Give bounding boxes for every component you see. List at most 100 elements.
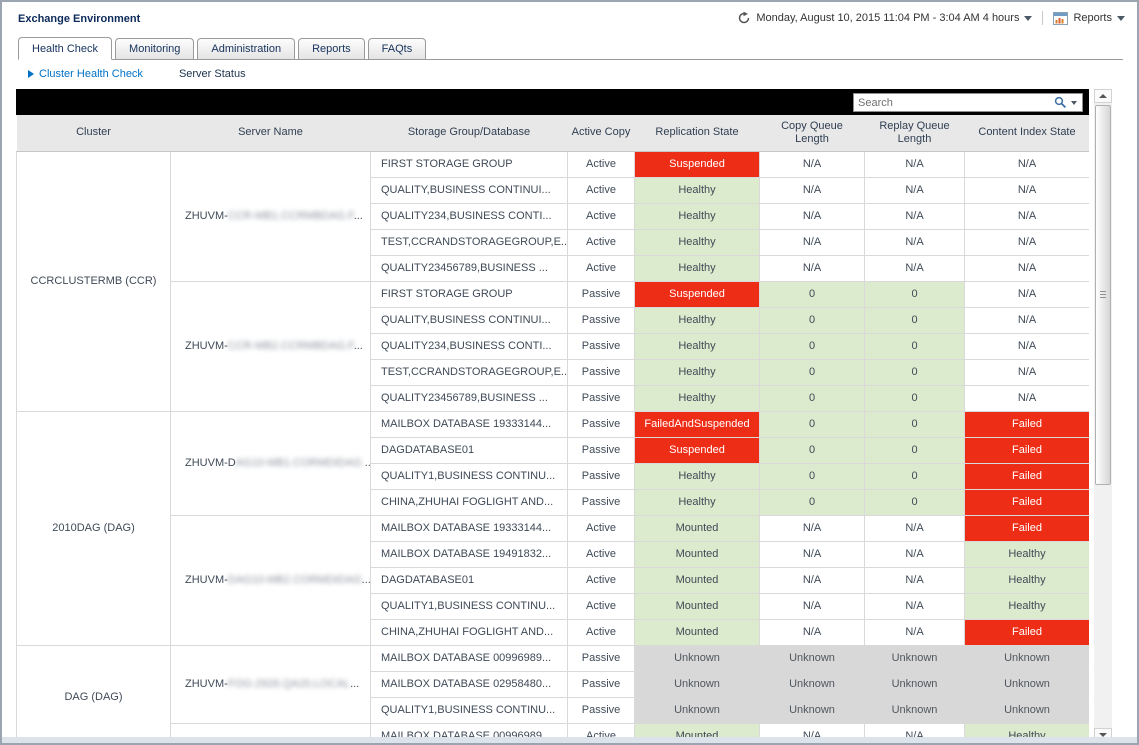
table-row: CHINA,ZHUHAI FOGLIGHT AND... Passive Healt… bbox=[17, 488, 1089, 516]
search-options-caret-icon[interactable] bbox=[1071, 100, 1077, 105]
subnav-server-status[interactable]: Server Status bbox=[179, 68, 246, 80]
active-copy-cell: Passive bbox=[567, 436, 635, 464]
replay-queue-cell: N/A bbox=[864, 618, 965, 646]
cluster-cell: 2010DAG (DAG) bbox=[16, 410, 171, 646]
copy-queue-cell: N/A bbox=[759, 592, 865, 620]
copy-queue-cell: 0 bbox=[759, 462, 865, 490]
replication-cell: Healthy bbox=[634, 228, 760, 256]
content-index-cell: N/A bbox=[964, 202, 1089, 230]
tab-health-check[interactable]: Health Check bbox=[18, 37, 113, 60]
replication-cell: Suspended bbox=[634, 280, 760, 308]
cluster-health-table: Cluster Server Name Storage Group/Databa… bbox=[16, 115, 1089, 739]
column-header-storage-group[interactable]: Storage Group/Database bbox=[370, 115, 568, 152]
table-row: QUALITY,BUSINESS CONTINUI... Passive Healt… bbox=[17, 306, 1089, 334]
db-cell: QUALITY1,BUSINESS CONTINU... bbox=[370, 696, 568, 724]
redacted-server-name: CCR-MB2.CCRMBDAG.F bbox=[227, 340, 354, 352]
replay-queue-cell: Unknown bbox=[864, 670, 965, 698]
tab-reports[interactable]: Reports bbox=[298, 38, 365, 59]
replay-queue-cell: 0 bbox=[864, 436, 965, 464]
content-index-cell: N/A bbox=[964, 280, 1089, 308]
replication-cell: Mounted bbox=[634, 514, 760, 542]
active-copy-cell: Passive bbox=[567, 696, 635, 724]
scroll-up-button[interactable] bbox=[1094, 89, 1112, 103]
vertical-scrollbar[interactable] bbox=[1094, 89, 1112, 742]
tab-monitoring[interactable]: Monitoring bbox=[115, 38, 195, 59]
header-row: Cluster Server Name Storage Group/Databa… bbox=[16, 115, 1089, 152]
column-header-server-name[interactable]: Server Name bbox=[170, 115, 371, 152]
replication-cell: Healthy bbox=[634, 488, 760, 516]
time-range-label: Monday, August 10, 2015 11:04 PM - 3:04 … bbox=[756, 12, 1020, 24]
replay-queue-cell: Unknown bbox=[864, 696, 965, 724]
column-header-replay-queue-length[interactable]: Replay Queue Length bbox=[864, 115, 965, 152]
replication-cell: Mounted bbox=[634, 592, 760, 620]
replication-cell: FailedAndSuspended bbox=[634, 410, 760, 438]
health-check-table: Cluster Server Name Storage Group/Databa… bbox=[16, 115, 1089, 739]
column-header-active-copy[interactable]: Active Copy bbox=[567, 115, 635, 152]
content-index-cell: N/A bbox=[964, 254, 1089, 282]
replication-cell: Unknown bbox=[634, 644, 760, 672]
content-index-cell: N/A bbox=[964, 332, 1089, 360]
subnav-cluster-health-check[interactable]: Cluster Health Check bbox=[28, 68, 143, 80]
replay-queue-cell: N/A bbox=[864, 514, 965, 542]
search-icon[interactable] bbox=[1054, 96, 1067, 109]
replay-queue-cell: N/A bbox=[864, 202, 965, 230]
content-index-cell: N/A bbox=[964, 176, 1089, 204]
active-copy-cell: Active bbox=[567, 514, 635, 542]
replication-cell: Healthy bbox=[634, 202, 760, 230]
copy-queue-cell: N/A bbox=[759, 228, 865, 256]
db-cell: MAILBOX DATABASE 19333144... bbox=[370, 514, 568, 542]
content-index-cell: N/A bbox=[964, 358, 1089, 386]
server-cell: ZHUVM-DAG10-MB2.CORMDIDAG... bbox=[170, 514, 371, 646]
replication-cell: Healthy bbox=[634, 254, 760, 282]
column-header-cluster[interactable]: Cluster bbox=[16, 115, 171, 152]
db-cell: CHINA,ZHUHAI FOGLIGHT AND... bbox=[370, 488, 568, 516]
replication-cell: Mounted bbox=[634, 618, 760, 646]
reports-menu-button[interactable]: Reports bbox=[1053, 11, 1125, 25]
server-cell: ZHUVM-FOG-2926.QA20.LOCAL... bbox=[170, 644, 371, 724]
time-range-caret-icon[interactable] bbox=[1024, 15, 1033, 21]
replication-cell: Mounted bbox=[634, 722, 760, 739]
content-index-cell: N/A bbox=[964, 150, 1089, 178]
tab-administration[interactable]: Administration bbox=[197, 38, 296, 59]
db-cell: DAGDATABASE01 bbox=[370, 436, 568, 464]
table-row: MAILBOX DATABASE 02958480... Passive Unkno… bbox=[17, 670, 1089, 698]
tab-faqts[interactable]: FAQts bbox=[367, 38, 427, 59]
reports-caret-icon[interactable] bbox=[1117, 15, 1125, 21]
column-header-content-index-state[interactable]: Content Index State bbox=[964, 115, 1089, 152]
active-copy-cell: Passive bbox=[567, 410, 635, 438]
tab-bar: Health Check Monitoring Administration R… bbox=[18, 37, 1123, 60]
replay-queue-cell: 0 bbox=[864, 488, 965, 516]
replay-queue-cell: 0 bbox=[864, 332, 965, 360]
db-cell: CHINA,ZHUHAI FOGLIGHT AND... bbox=[370, 618, 568, 646]
db-cell: MAILBOX DATABASE 19491832... bbox=[370, 540, 568, 568]
table-row: 2010DAG (DAG) ZHUVM-DAG10-MB1.CORMDIDAG .… bbox=[16, 410, 1089, 646]
db-cell: FIRST STORAGE GROUP bbox=[370, 280, 568, 308]
replay-queue-cell: 0 bbox=[864, 462, 965, 490]
replay-queue-cell: N/A bbox=[864, 254, 965, 282]
time-range-selector[interactable]: Monday, August 10, 2015 11:04 PM - 3:04 … bbox=[737, 11, 1033, 25]
search-box bbox=[853, 93, 1083, 112]
replay-queue-cell: N/A bbox=[864, 592, 965, 620]
db-cell: MAILBOX DATABASE 19333144... bbox=[370, 410, 568, 438]
active-copy-cell: Passive bbox=[567, 280, 635, 308]
content-index-cell: Unknown bbox=[964, 696, 1089, 724]
subnav-label: Server Status bbox=[178, 68, 246, 80]
table-row: DAGDATABASE01 Active Mounted N/A N/A Healthy bbox=[17, 566, 1089, 594]
active-copy-cell: Passive bbox=[567, 670, 635, 698]
replication-cell: Mounted bbox=[634, 566, 760, 594]
copy-queue-cell: N/A bbox=[759, 202, 865, 230]
replay-queue-cell: 0 bbox=[864, 358, 965, 386]
column-header-copy-queue-length[interactable]: Copy Queue Length bbox=[759, 115, 865, 152]
copy-queue-cell: N/A bbox=[759, 514, 865, 542]
copy-queue-cell: N/A bbox=[759, 254, 865, 282]
search-input[interactable] bbox=[854, 96, 1049, 109]
sub-navigation: Cluster Health Check Server Status bbox=[28, 68, 246, 80]
content-index-cell: Unknown bbox=[964, 644, 1089, 672]
content-index-cell: Failed bbox=[964, 514, 1089, 542]
db-cell: DAGDATABASE01 bbox=[370, 566, 568, 594]
copy-queue-cell: N/A bbox=[759, 176, 865, 204]
column-header-replication-state[interactable]: Replication State bbox=[634, 115, 760, 152]
copy-queue-cell: 0 bbox=[759, 384, 865, 412]
active-copy-cell: Passive bbox=[567, 488, 635, 516]
scrollbar-thumb[interactable] bbox=[1095, 105, 1111, 485]
